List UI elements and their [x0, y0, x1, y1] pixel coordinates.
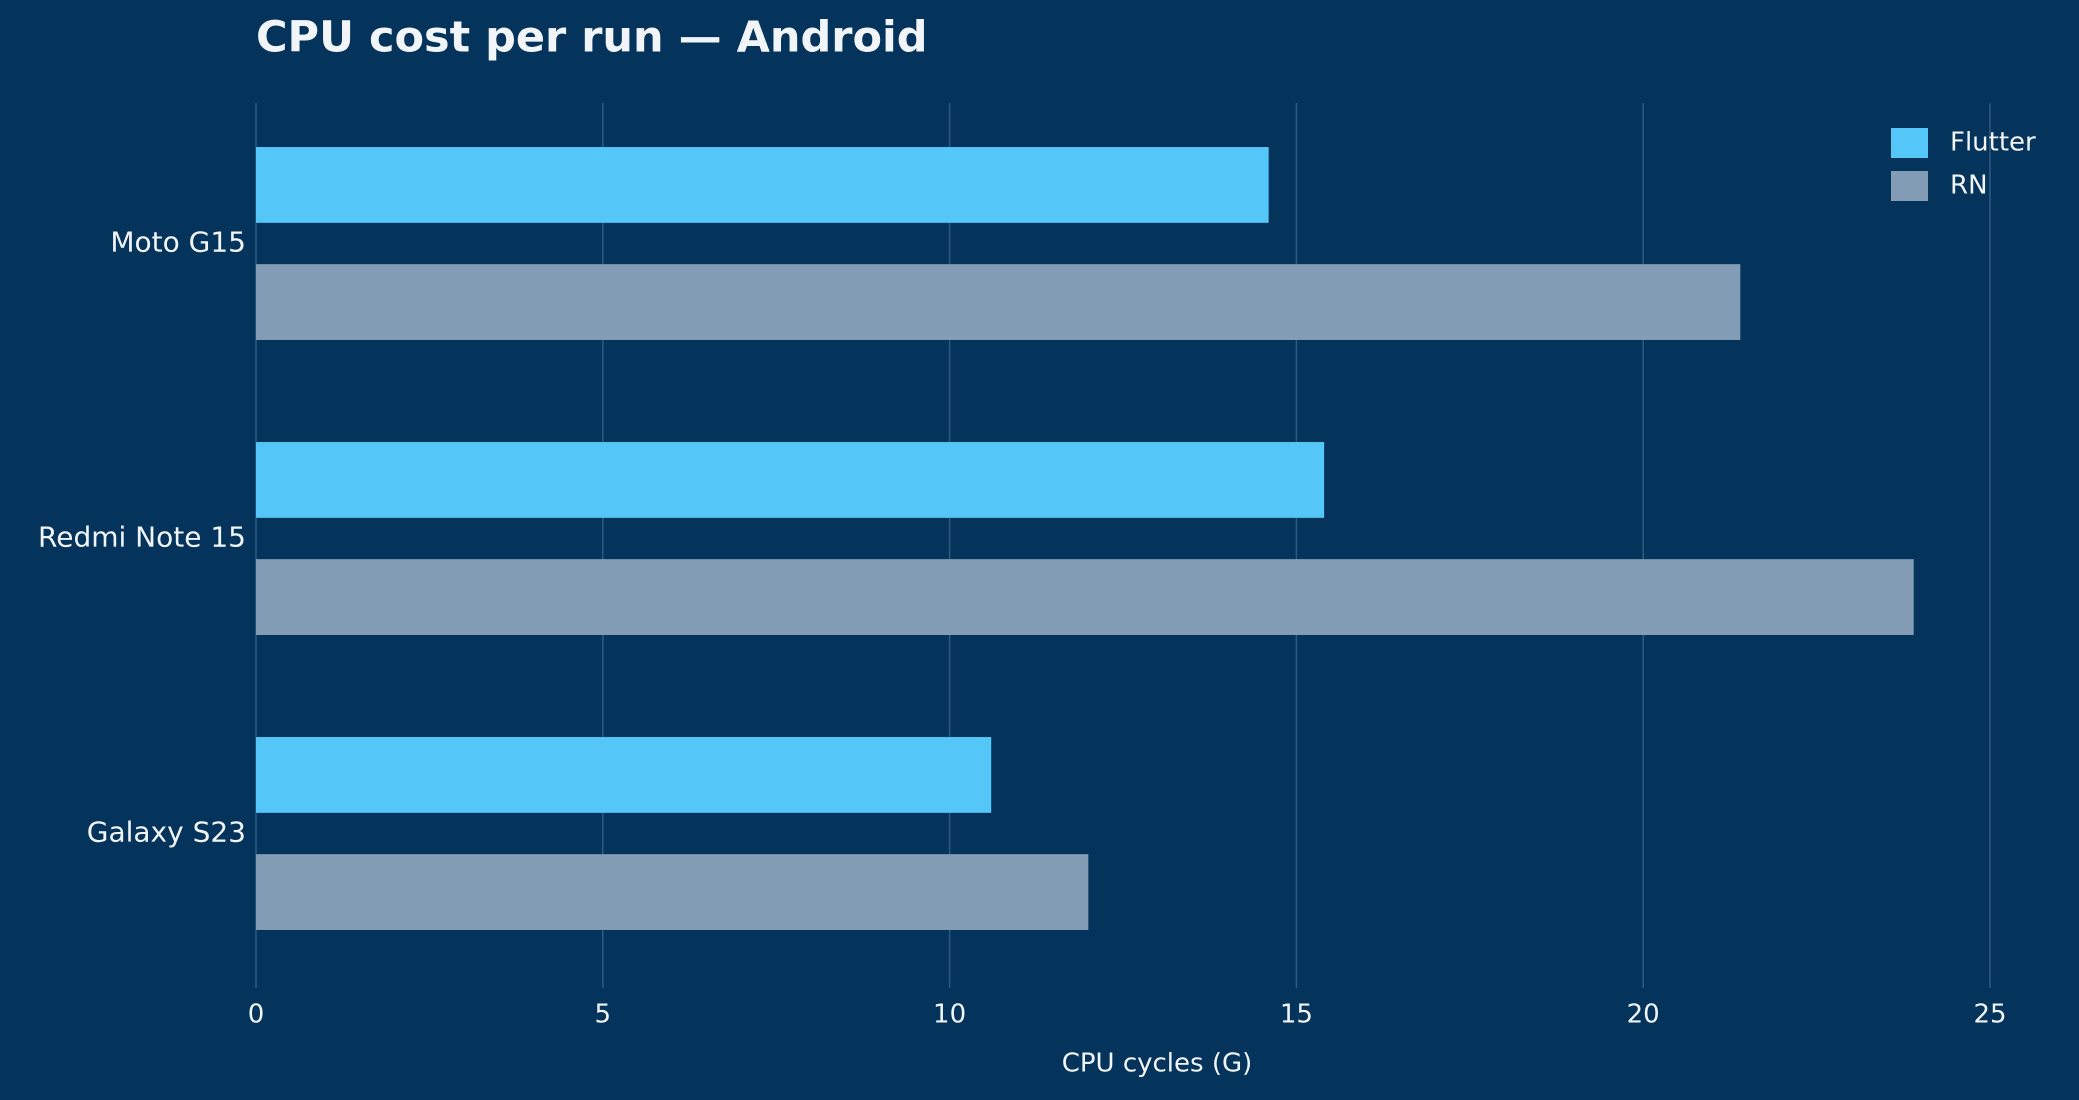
legend-label: RN	[1950, 171, 1988, 201]
bar	[256, 442, 1325, 518]
x-tick-label: 10	[933, 1000, 966, 1030]
x-tick-label: 15	[1280, 1000, 1313, 1030]
x-axis-label: CPU cycles (G)	[1062, 1049, 1253, 1079]
y-tick-label: Galaxy S23	[87, 816, 246, 849]
legend-swatch	[1891, 128, 1928, 158]
x-tick-label: 20	[1627, 1000, 1660, 1030]
bar	[256, 559, 1914, 635]
legend-swatch	[1891, 171, 1928, 201]
legend-label: Flutter	[1950, 128, 2036, 158]
x-tick-label: 25	[1973, 1000, 2006, 1030]
x-tick-label: 5	[595, 1000, 612, 1030]
y-tick-label: Redmi Note 15	[38, 521, 246, 554]
y-tick-label: Moto G15	[110, 226, 246, 259]
bar	[256, 264, 1741, 340]
x-tick-label: 0	[248, 1000, 265, 1030]
bar	[256, 737, 992, 813]
bar	[256, 147, 1269, 223]
chart-title: CPU cost per run — Android	[256, 13, 928, 63]
bar	[256, 854, 1089, 930]
